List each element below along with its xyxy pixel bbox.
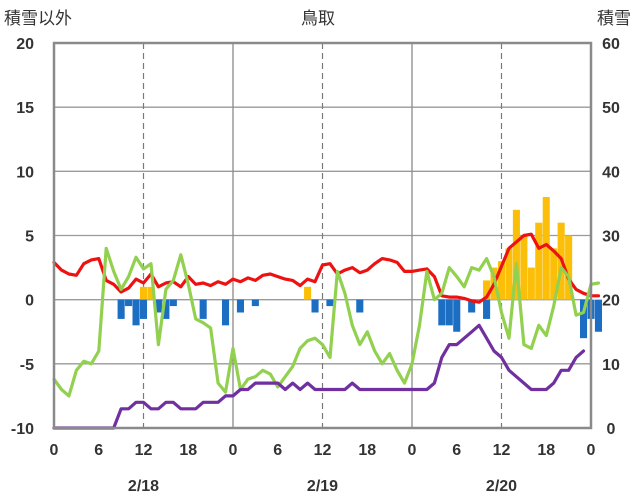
left-axis-title: 積雪以外 bbox=[4, 9, 72, 28]
bar-series-1 bbox=[550, 248, 558, 300]
bar-series-1 bbox=[535, 222, 543, 300]
bar-series-1 bbox=[542, 197, 550, 300]
right-tick-label: 10 bbox=[602, 357, 620, 374]
bar-series-2 bbox=[132, 299, 140, 326]
bar-series-1 bbox=[527, 267, 535, 300]
bar-series-2 bbox=[221, 299, 230, 326]
bar-series-1 bbox=[565, 235, 573, 300]
right-tick-label: 0 bbox=[607, 421, 616, 438]
x-hour-label: 12 bbox=[135, 442, 153, 459]
bar-series-2 bbox=[326, 299, 334, 307]
bar-series-1 bbox=[512, 209, 520, 300]
bar-series-2 bbox=[356, 299, 364, 313]
plot-border bbox=[52, 41, 593, 430]
bar-series-1 bbox=[520, 235, 528, 300]
right-tick-label: 50 bbox=[602, 100, 620, 117]
bar-series-2 bbox=[169, 299, 177, 307]
chart-title: 鳥取 bbox=[301, 9, 335, 28]
bar-series-2 bbox=[251, 299, 259, 307]
x-hour-label: 12 bbox=[493, 442, 511, 459]
bar-series-2 bbox=[483, 299, 491, 319]
bar-series-2 bbox=[199, 299, 207, 319]
bar-series-2 bbox=[453, 299, 461, 332]
bar-series-1 bbox=[483, 280, 491, 300]
x-hour-label: 18 bbox=[179, 442, 197, 459]
bar-series-2 bbox=[594, 299, 603, 332]
bar-series-2 bbox=[236, 299, 245, 313]
bar-series-2 bbox=[125, 299, 133, 307]
bar-series-2 bbox=[162, 299, 170, 319]
x-hour-label: 6 bbox=[452, 442, 461, 459]
x-hour-label: 18 bbox=[358, 442, 376, 459]
x-hour-label: 0 bbox=[408, 442, 417, 459]
bar-series-2 bbox=[438, 299, 446, 326]
x-date-label: 2/19 bbox=[307, 478, 338, 495]
left-tick-label: -5 bbox=[20, 357, 34, 374]
x-hour-label: 6 bbox=[94, 442, 103, 459]
line-series-1 bbox=[52, 232, 601, 304]
x-hour-label: 6 bbox=[273, 442, 282, 459]
bar-series-1 bbox=[505, 248, 513, 300]
right-tick-label: 20 bbox=[602, 293, 620, 310]
bar-series-2 bbox=[311, 299, 319, 313]
x-hour-label: 18 bbox=[537, 442, 555, 459]
right-tick-label: 40 bbox=[602, 164, 620, 181]
x-date-label: 2/20 bbox=[486, 478, 517, 495]
bar-series-2 bbox=[468, 299, 476, 313]
left-tick-label: 20 bbox=[16, 36, 34, 53]
right-axis-title: 積雪 bbox=[597, 9, 631, 28]
bar-series-2 bbox=[117, 299, 125, 319]
bar-series-1 bbox=[139, 286, 148, 300]
line-series-2 bbox=[52, 246, 601, 398]
left-tick-label: -10 bbox=[11, 421, 34, 438]
left-tick-label: 0 bbox=[25, 293, 34, 310]
left-tick-label: 5 bbox=[25, 229, 34, 246]
right-tick-label: 60 bbox=[602, 36, 620, 53]
x-hour-label: 0 bbox=[587, 442, 596, 459]
left-tick-label: 15 bbox=[16, 100, 34, 117]
bar-series-2 bbox=[445, 299, 453, 326]
x-date-label: 2/18 bbox=[128, 478, 159, 495]
line-series-3 bbox=[52, 323, 586, 430]
bar-series-2 bbox=[579, 299, 588, 339]
bar-series-1 bbox=[497, 261, 506, 300]
bar-series-2 bbox=[154, 299, 162, 313]
bar-series-1 bbox=[147, 286, 155, 300]
x-hour-label: 0 bbox=[50, 442, 59, 459]
bar-series-2 bbox=[139, 299, 148, 319]
right-tick-label: 30 bbox=[602, 229, 620, 246]
left-tick-label: 10 bbox=[16, 164, 34, 181]
x-hour-label: 0 bbox=[229, 442, 238, 459]
x-hour-label: 12 bbox=[314, 442, 332, 459]
bar-series-1 bbox=[304, 286, 312, 300]
